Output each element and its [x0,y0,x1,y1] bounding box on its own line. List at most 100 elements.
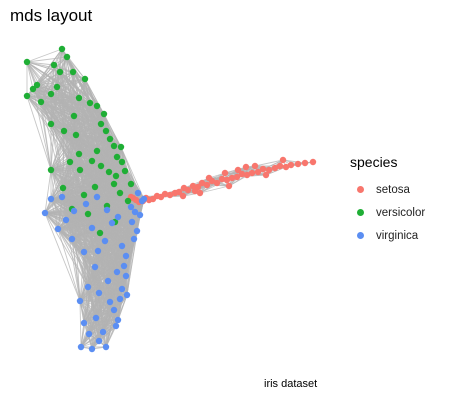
node-setosa [179,192,187,200]
graph-edge [73,115,122,148]
node-setosa [279,156,287,164]
node-versicolor [127,180,135,188]
graph-edge [57,198,145,230]
graph-edge [50,146,122,171]
node-versicolor [59,184,67,192]
graph-edge [44,206,132,214]
graph-edge [84,78,105,115]
legend-item-virginica: virginica [350,224,425,247]
graph-edge [65,219,111,303]
node-versicolor [47,90,55,98]
legend-swatch-versicolor [357,209,364,216]
node-setosa [262,171,270,179]
edge-layer [26,48,314,350]
graph-edge [32,88,98,152]
node-versicolor [81,75,89,83]
node-virginica [94,247,102,255]
graph-edge [107,280,128,296]
graph-edge [183,177,210,189]
node-versicolor [69,68,77,76]
graph-edge [91,227,128,296]
graph-edge [26,61,98,107]
graph-edge [44,212,89,288]
legend-swatch-setosa [357,186,364,193]
node-versicolor [37,98,45,106]
graph-edge [61,196,141,216]
node-versicolor [47,120,55,128]
node-versicolor [97,162,105,170]
graph-edge [65,214,141,221]
node-versicolor [53,83,61,91]
graph-edge [121,245,128,296]
graph-edge [73,115,132,185]
graph-edge [50,169,132,185]
node-versicolor [105,168,113,176]
legend-label-virginica: virginica [376,229,419,242]
node-versicolor [23,92,31,100]
node-setosa [233,173,241,181]
node-setosa [294,160,302,168]
node-virginica [123,291,131,299]
graph-edge [254,159,284,167]
node-virginica [93,193,101,201]
graph-edge [32,88,98,107]
node-versicolor [88,157,96,165]
node-virginica [88,224,96,232]
graph-edge [50,198,123,247]
node-versicolor [124,197,132,205]
node-setosa [166,191,174,199]
graph-edge [95,301,111,319]
graph-edge [79,146,122,171]
node-virginica [104,277,112,285]
node-virginica [95,289,103,297]
graph-edge [44,169,52,214]
graph-edge [50,86,58,125]
node-virginica [128,218,136,226]
graph-edge [50,198,67,221]
graph-edge [73,113,105,117]
node-virginica [102,343,110,351]
graph-edge [79,169,132,185]
node-setosa [238,170,246,178]
node-virginica [118,242,126,250]
graph-edge [91,227,100,294]
graph-edge [65,219,93,229]
node-versicolor [33,81,41,89]
graph-edge [44,212,67,221]
node-setosa [225,182,233,190]
graph-edge [120,146,145,200]
node-virginica [106,298,114,306]
node-versicolor [84,210,92,218]
node-virginica [95,337,103,345]
graph-edge [36,78,86,86]
graph-edge [69,115,75,163]
node-virginica [91,263,99,271]
legend: species setosa versicolor virginica [350,154,425,247]
node-versicolor [66,158,74,166]
node-virginica [77,343,85,351]
node-setosa [242,163,250,171]
graph-edge [26,61,55,66]
node-versicolor [116,189,124,197]
node-setosa [248,169,256,177]
node-versicolor [106,135,114,143]
node-virginica [84,283,92,291]
node-virginica [134,189,142,197]
node-versicolor [72,131,80,139]
graph-edge [40,101,52,171]
node-versicolor [50,61,58,69]
graph-edge [65,219,118,273]
node-setosa [180,184,188,192]
graph-edge [105,280,109,348]
node-versicolor [80,191,88,199]
node-setosa [218,175,226,183]
legend-title: species [350,154,398,170]
node-virginica [92,314,100,322]
graph-edge [98,206,132,294]
legend-label-versicolor: versicolor [376,206,426,219]
node-versicolor [110,180,118,188]
node-setosa [234,166,242,174]
node-virginica [62,216,70,224]
graph-edge [95,317,117,327]
